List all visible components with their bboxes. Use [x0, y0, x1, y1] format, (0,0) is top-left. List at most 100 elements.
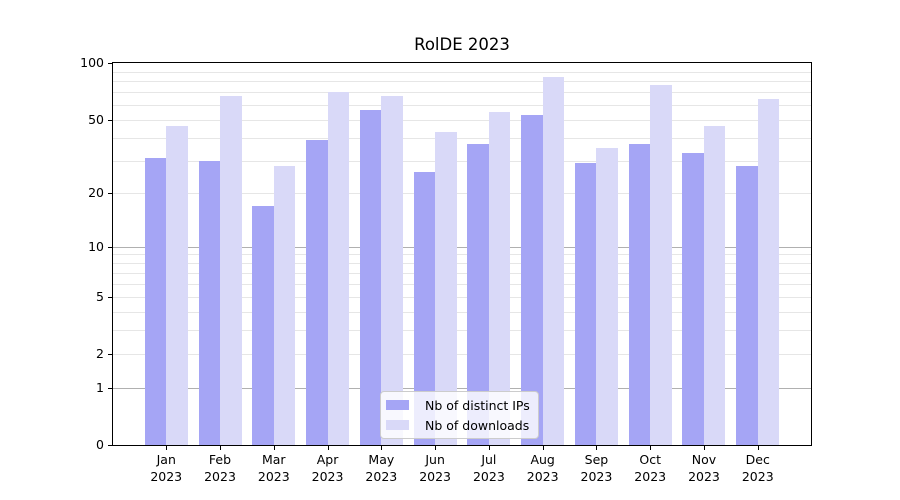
x-tick-month: Mar — [261, 452, 286, 467]
y-tick — [108, 246, 112, 248]
bar-distinct-ips-mar — [252, 205, 274, 445]
x-tick-month: Feb — [208, 452, 232, 467]
legend-box: Nb of distinct IPs Nb of downloads — [380, 391, 539, 439]
legend-swatch — [386, 400, 409, 410]
x-tick-label: Aug 2023 — [513, 452, 573, 485]
minor-gridline — [113, 311, 811, 313]
x-tick-year: 2023 — [311, 468, 344, 484]
x-tick-month: Oct — [639, 452, 662, 467]
y-tick-label: 20 — [88, 185, 104, 200]
bar-downloads-apr — [327, 92, 350, 445]
y-tick-label: 5 — [96, 288, 104, 304]
y-tick — [108, 387, 112, 389]
bar-downloads-dec — [757, 99, 780, 445]
x-tick — [166, 446, 168, 450]
x-tick-month: Nov — [691, 452, 717, 467]
bar-distinct-ips-jan — [144, 158, 167, 445]
x-tick-month: Jan — [156, 452, 176, 467]
bar-distinct-ips-jul — [467, 143, 489, 445]
bar-distinct-ips-jun — [413, 172, 436, 445]
bar-distinct-ips-may — [359, 110, 382, 445]
x-tick — [650, 446, 652, 450]
x-tick-year: 2023 — [580, 468, 613, 484]
minor-gridline — [113, 137, 811, 139]
x-tick-year: 2023 — [472, 468, 505, 484]
y-tick-label: 50 — [88, 111, 104, 127]
bar-downloads-sep — [596, 148, 618, 445]
bar-downloads-aug — [542, 77, 565, 445]
bar-distinct-ips-oct — [628, 143, 651, 445]
minor-gridline — [113, 119, 811, 121]
minor-gridline — [113, 71, 811, 73]
x-tick-month: Aug — [530, 452, 555, 467]
legend-item: Nb of distinct IPs — [386, 397, 530, 413]
bar-downloads-feb — [220, 95, 242, 445]
bar-distinct-ips-dec — [736, 166, 758, 445]
legend-swatch — [386, 420, 409, 430]
y-tick — [108, 296, 112, 298]
y-tick-label: 1 — [96, 379, 104, 395]
bar-downloads-may — [381, 95, 403, 445]
legend-label: Nb of distinct IPs — [425, 397, 530, 413]
legend-item: Nb of downloads — [386, 417, 530, 433]
x-tick — [488, 446, 490, 450]
minor-gridline — [113, 330, 811, 332]
x-tick-year: 2023 — [526, 468, 559, 484]
gridlines-layer — [113, 63, 811, 445]
x-tick-year: 2023 — [365, 468, 398, 484]
bar-downloads-nov — [703, 126, 726, 445]
bar-distinct-ips-sep — [574, 163, 597, 445]
x-tick-label: Feb 2023 — [190, 452, 250, 485]
x-tick-label: Oct 2023 — [620, 452, 680, 485]
bars-layer — [113, 63, 811, 445]
x-tick — [273, 446, 275, 450]
x-tick-year: 2023 — [150, 468, 183, 484]
minor-gridline — [113, 263, 811, 265]
x-tick-year: 2023 — [688, 468, 720, 484]
x-tick-label: Sep 2023 — [566, 452, 626, 485]
x-tick-month: Jun — [425, 452, 445, 467]
x-tick-label: Jun 2023 — [405, 452, 465, 485]
minor-gridline — [113, 272, 811, 274]
y-tick-label: 0 — [96, 437, 104, 452]
x-tick-label: May 2023 — [351, 452, 411, 485]
minor-gridline — [113, 92, 811, 94]
x-tick — [757, 446, 759, 450]
bar-distinct-ips-feb — [198, 160, 220, 445]
x-tick-month: Apr — [316, 452, 339, 467]
x-tick-month: Sep — [584, 452, 609, 467]
major-gridline — [113, 387, 811, 389]
x-tick-year: 2023 — [204, 468, 236, 484]
bar-distinct-ips-apr — [306, 139, 328, 445]
y-tick — [108, 63, 112, 64]
minor-gridline — [113, 193, 811, 194]
x-tick-month: May — [368, 452, 395, 467]
bar-distinct-ips-aug — [521, 114, 543, 445]
x-tick — [435, 446, 437, 450]
y-tick — [108, 119, 112, 121]
x-tick-month: Dec — [745, 452, 770, 467]
bar-downloads-mar — [273, 166, 296, 445]
chart-title: RolDE 2023 — [414, 35, 510, 54]
bar-downloads-jul — [488, 111, 511, 445]
legend-label: Nb of downloads — [425, 417, 530, 433]
x-tick-month: Jul — [481, 452, 497, 467]
x-tick-year: 2023 — [257, 468, 290, 484]
x-tick — [703, 446, 705, 450]
x-tick-year: 2023 — [419, 468, 452, 484]
minor-gridline — [113, 283, 811, 285]
plot-area — [112, 62, 812, 446]
y-tick-label: 10 — [88, 238, 104, 254]
y-tick — [108, 354, 112, 356]
minor-gridline — [113, 160, 811, 162]
y-tick — [108, 193, 112, 194]
y-tick-label: 100 — [80, 55, 104, 70]
x-tick — [542, 446, 544, 450]
x-tick-label: Mar 2023 — [244, 452, 304, 485]
minor-gridline — [113, 296, 811, 298]
x-tick — [327, 446, 329, 450]
bar-downloads-jun — [435, 131, 457, 445]
minor-gridline — [113, 354, 811, 356]
y-tick — [108, 445, 112, 446]
